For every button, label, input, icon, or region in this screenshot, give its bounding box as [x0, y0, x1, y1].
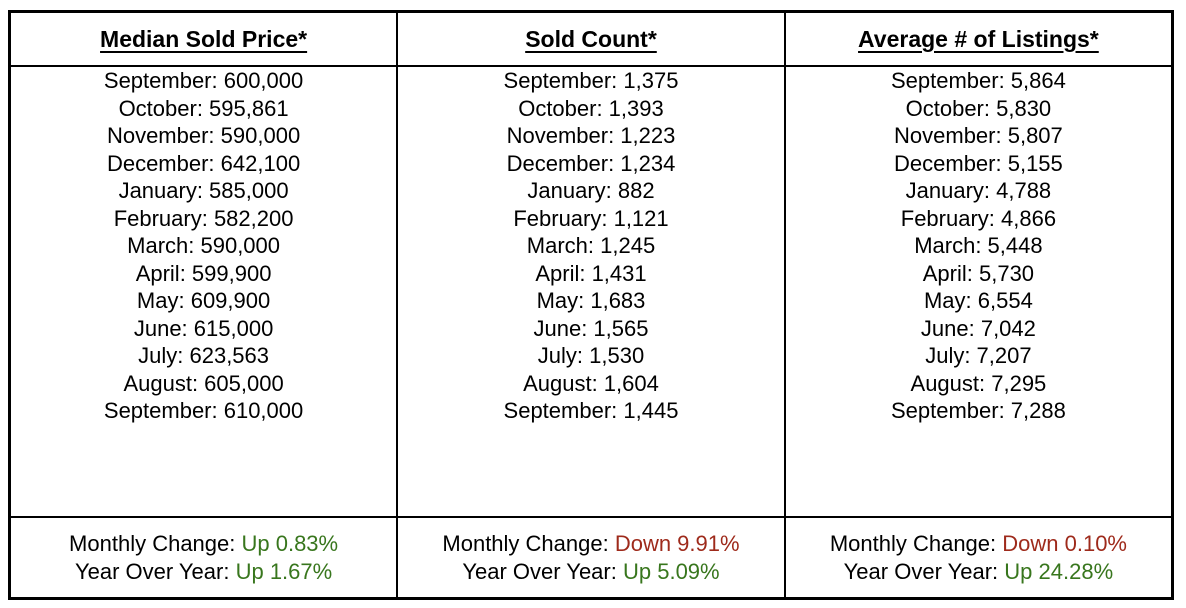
header-median-sold-price: Median Sold Price* [8, 10, 399, 67]
month-value-line: June: 615,000 [133, 315, 274, 341]
month-value-line: June: 1,565 [533, 315, 649, 341]
month-value-line: March: 5,448 [914, 233, 1043, 258]
sold-count-values: September: 1,375 October: 1,393 November: … [396, 65, 786, 518]
month-value-line: April: 1,431 [535, 260, 647, 286]
month-value-line: September: 1,445 [503, 398, 679, 423]
monthly-change-label: Monthly Change: [69, 530, 242, 556]
month-value-line: December: 642,100 [106, 150, 301, 176]
month-value-line: March: 1,245 [526, 233, 656, 258]
month-value-line: September: 1,375 [503, 68, 679, 93]
month-value-line: May: 609,900 [136, 288, 271, 313]
month-value-line: November: 590,000 [106, 123, 301, 148]
month-value-line: May: 1,683 [536, 288, 646, 313]
change-summary-row: Monthly Change: Up 0.83% Year Over Year:… [8, 516, 1174, 600]
average-listings-summary: Monthly Change: Down 0.10% Year Over Yea… [783, 516, 1174, 600]
monthly-change-value: Down 9.91% [614, 530, 740, 556]
year-over-year-line: Year Over Year: Up 5.09% [398, 558, 784, 586]
year-over-year-label: Year Over Year: [74, 558, 236, 584]
year-over-year-label: Year Over Year: [843, 558, 1005, 584]
month-value-line: July: 1,530 [537, 343, 645, 368]
year-over-year-line: Year Over Year: Up 24.28% [786, 558, 1171, 586]
month-value-line: June: 7,042 [920, 315, 1036, 341]
month-value-line: July: 623,563 [138, 343, 270, 368]
year-over-year-value: Up 1.67% [235, 558, 333, 584]
month-value-line: November: 5,807 [894, 123, 1063, 148]
month-value-line: August: 7,295 [910, 370, 1047, 396]
month-value-line: September: 600,000 [103, 68, 304, 93]
year-over-year-value: Up 24.28% [1004, 558, 1114, 584]
month-value-line: October: 1,393 [518, 95, 664, 121]
month-value-line: December: 1,234 [506, 150, 676, 176]
median-sold-price-values: September: 600,000 October: 595,861 Novemb… [8, 65, 399, 518]
year-over-year-label: Year Over Year: [462, 558, 623, 584]
month-value-line: October: 5,830 [905, 95, 1052, 121]
monthly-change-line: Monthly Change: Up 0.83% [11, 530, 396, 558]
monthly-change-line: Monthly Change: Down 9.91% [398, 530, 784, 558]
monthly-change-line: Monthly Change: Down 0.10% [786, 530, 1171, 558]
monthly-values-row: September: 600,000 October: 595,861 Novemb… [8, 65, 1174, 518]
monthly-change-value: Up 0.83% [241, 530, 339, 556]
year-over-year-line: Year Over Year: Up 1.67% [11, 558, 396, 586]
month-value-line: May: 6,554 [923, 288, 1033, 313]
header-row: Median Sold Price* Sold Count* Average #… [8, 10, 1174, 67]
header-sold-count: Sold Count* [396, 10, 786, 67]
market-stats-table: Median Sold Price* Sold Count* Average #… [8, 10, 1174, 600]
monthly-change-label: Monthly Change: [442, 530, 615, 556]
month-value-line: November: 1,223 [506, 123, 676, 148]
month-value-line: January: 4,788 [905, 178, 1052, 203]
sold-count-summary: Monthly Change: Down 9.91% Year Over Yea… [396, 516, 786, 600]
month-value-line: February: 1,121 [513, 205, 669, 231]
month-value-line: September: 5,864 [890, 68, 1066, 93]
month-value-line: October: 595,861 [118, 95, 289, 121]
month-value-line: August: 1,604 [523, 370, 659, 396]
month-value-line: April: 599,900 [135, 260, 272, 286]
month-value-line: February: 4,866 [900, 205, 1057, 231]
header-average-listings: Average # of Listings* [783, 10, 1174, 67]
median-sold-price-summary: Monthly Change: Up 0.83% Year Over Year:… [8, 516, 399, 600]
monthly-change-label: Monthly Change: [829, 530, 1003, 556]
year-over-year-value: Up 5.09% [622, 558, 720, 584]
month-value-line: February: 582,200 [113, 205, 294, 231]
month-value-line: April: 5,730 [922, 260, 1035, 286]
month-value-line: August: 605,000 [123, 370, 284, 396]
month-value-line: January: 585,000 [118, 178, 289, 203]
month-value-line: January: 882 [527, 178, 655, 203]
month-value-line: September: 610,000 [103, 398, 304, 423]
average-listings-values: September: 5,864 October: 5,830 November: … [783, 65, 1174, 518]
month-value-line: July: 7,207 [925, 343, 1032, 368]
market-stats-board: Median Sold Price* Sold Count* Average #… [8, 10, 1174, 600]
monthly-change-value: Down 0.10% [1002, 530, 1127, 556]
month-value-line: March: 590,000 [127, 233, 281, 258]
month-value-line: September: 7,288 [890, 398, 1066, 423]
month-value-line: December: 5,155 [894, 150, 1063, 176]
